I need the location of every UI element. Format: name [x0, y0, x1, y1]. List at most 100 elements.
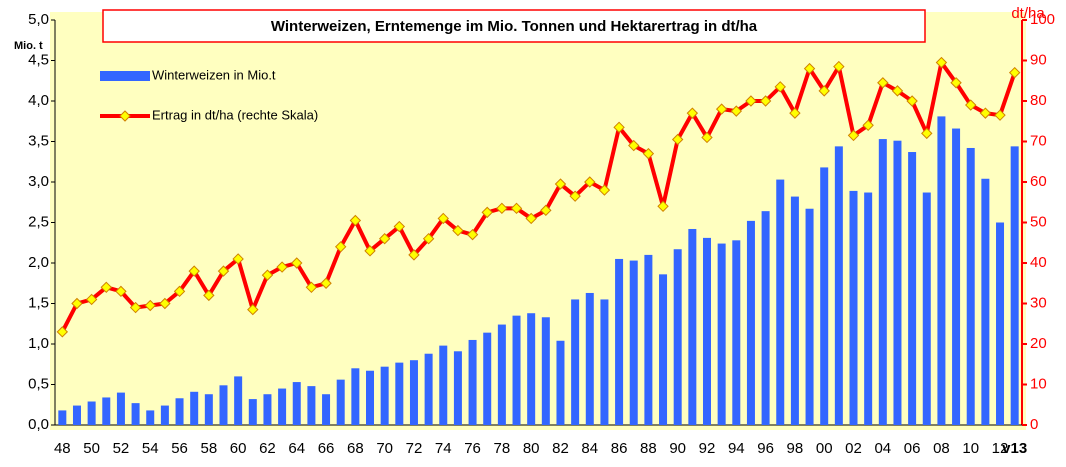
- marker: [613, 121, 625, 134]
- marker: [847, 129, 860, 142]
- marker: [628, 139, 640, 152]
- bar: [307, 386, 316, 425]
- bar: [746, 220, 755, 425]
- bar: [556, 340, 565, 425]
- bar: [175, 398, 184, 425]
- marker: [979, 107, 992, 119]
- x-tick-label: 76: [464, 440, 481, 457]
- marker: [584, 176, 596, 188]
- bar: [688, 228, 697, 425]
- marker: [1008, 66, 1021, 79]
- bar: [219, 385, 228, 425]
- x-tick-label: 90: [669, 440, 686, 457]
- bar: [644, 254, 653, 425]
- x-tick-label: 54: [142, 440, 159, 457]
- y2-tick-label: 60: [1030, 173, 1047, 190]
- bar: [72, 405, 81, 425]
- bar: [834, 146, 843, 426]
- x-tick-label: 70: [376, 440, 393, 457]
- bar: [615, 258, 624, 425]
- x-tick-label: 00: [816, 440, 833, 457]
- marker: [906, 95, 918, 107]
- bar: [58, 410, 67, 425]
- y-tick-label: 5,0: [28, 11, 49, 28]
- bar: [424, 353, 433, 425]
- marker: [85, 293, 98, 306]
- marker: [642, 147, 655, 160]
- marker: [701, 131, 713, 144]
- bar: [146, 410, 155, 425]
- bar: [732, 240, 741, 425]
- bar: [541, 317, 550, 425]
- marker: [276, 261, 288, 273]
- bar: [937, 116, 946, 425]
- marker: [730, 105, 743, 117]
- x-tick-label: 86: [611, 440, 628, 457]
- bar: [234, 376, 243, 425]
- bar: [702, 237, 711, 425]
- marker: [921, 127, 933, 140]
- bar: [864, 192, 873, 425]
- marker: [774, 81, 786, 93]
- legend-label: Ertrag in dt/ha (rechte Skala): [152, 107, 318, 122]
- bar: [717, 243, 726, 425]
- y2-tick-label: 100: [1030, 11, 1055, 28]
- marker: [71, 297, 83, 310]
- x-tick-label: 56: [171, 440, 188, 457]
- x-tick-label: 12: [992, 440, 1009, 457]
- marker: [789, 107, 801, 119]
- bar: [263, 394, 272, 425]
- marker: [994, 109, 1006, 121]
- marker: [217, 265, 230, 277]
- marker: [437, 212, 449, 225]
- bar: [878, 139, 887, 425]
- bar: [761, 211, 770, 425]
- bar: [204, 394, 213, 425]
- x-tick-label: 96: [757, 440, 774, 457]
- y2-tick-label: 0: [1030, 416, 1038, 433]
- bar: [380, 366, 389, 425]
- bar: [820, 167, 829, 426]
- y-tick-label: 0,5: [28, 375, 49, 392]
- x-tick-label: 66: [318, 440, 335, 457]
- x-tick-label: 64: [288, 440, 305, 457]
- y-axis-label: Mio. t: [14, 40, 43, 52]
- x-tick-label: 58: [200, 440, 217, 457]
- bar: [585, 292, 594, 425]
- marker: [129, 301, 142, 314]
- y-tick-label: 2,0: [28, 254, 49, 271]
- y-tick-label: 4,5: [28, 51, 49, 68]
- marker: [715, 103, 728, 115]
- x-tick-label: 94: [728, 440, 745, 457]
- marker: [144, 299, 156, 312]
- marker: [408, 249, 420, 261]
- x-tick-label: 80: [523, 440, 540, 457]
- y2-tick-label: 50: [1030, 213, 1047, 230]
- bar: [116, 392, 125, 425]
- x-tick-label: 52: [113, 440, 130, 457]
- legend-swatch: [100, 71, 150, 81]
- y-tick-label: 1,0: [28, 335, 49, 352]
- marker: [364, 245, 376, 257]
- bar: [248, 399, 257, 425]
- y2-tick-label: 70: [1030, 132, 1047, 149]
- y-tick-label: 3,0: [28, 173, 49, 190]
- marker: [540, 204, 552, 217]
- bar: [87, 401, 96, 425]
- marker: [496, 202, 508, 215]
- marker: [833, 60, 845, 73]
- bar: [673, 249, 682, 425]
- x-tick-label: 82: [552, 440, 569, 457]
- marker: [803, 62, 816, 75]
- marker: [188, 265, 200, 277]
- bar: [468, 339, 477, 425]
- marker: [115, 285, 127, 298]
- x-tick-label: 68: [347, 440, 364, 457]
- x-tick-label: 60: [230, 440, 247, 457]
- x-tick-label: 48: [54, 440, 71, 457]
- x-tick-label: v13: [1002, 440, 1027, 457]
- bar: [278, 388, 287, 425]
- marker: [247, 303, 259, 316]
- marker: [891, 85, 904, 97]
